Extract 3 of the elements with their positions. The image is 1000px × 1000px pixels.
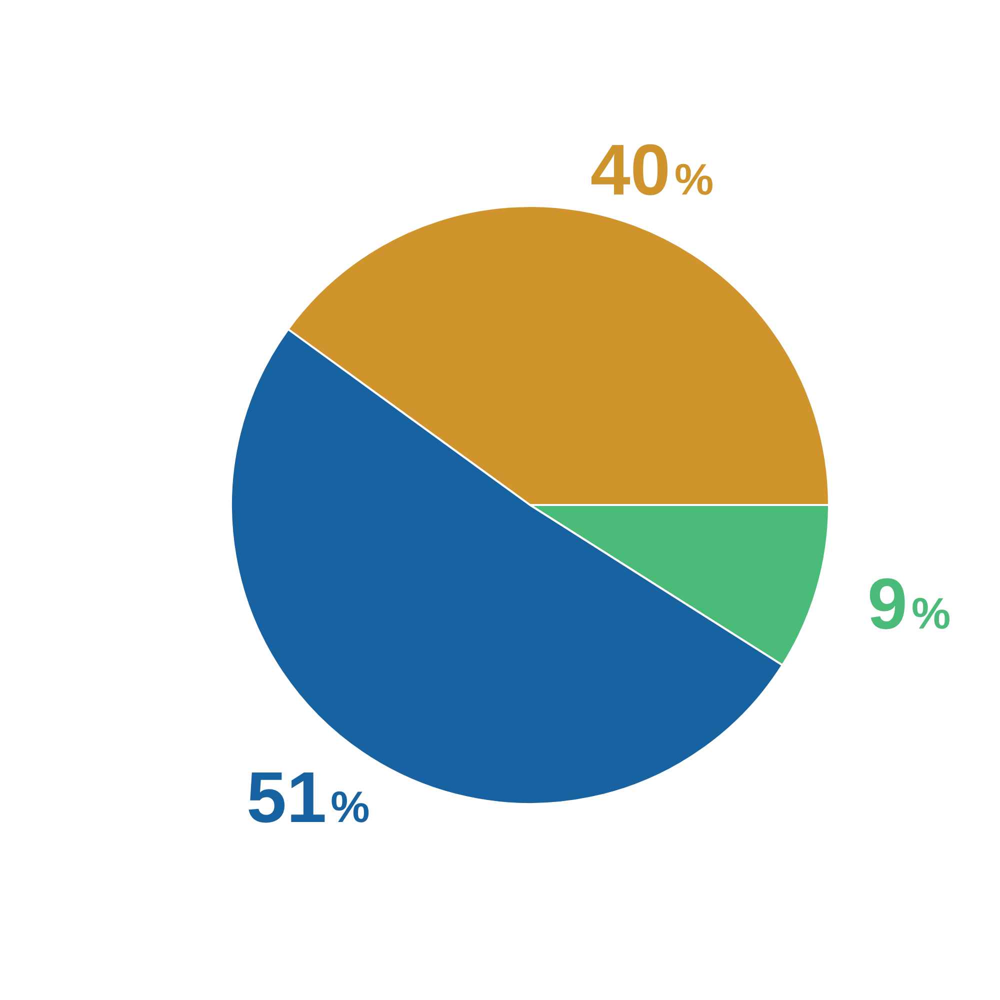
data-label: 51%	[246, 758, 370, 838]
data-label: 9%	[867, 564, 951, 644]
data-label: 40%	[590, 130, 714, 210]
